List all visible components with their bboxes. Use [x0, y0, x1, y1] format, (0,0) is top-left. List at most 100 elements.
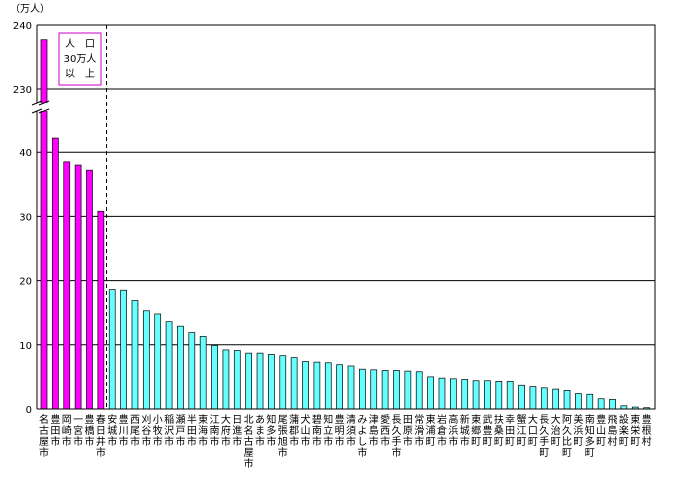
x-category-label: 豊山町: [596, 413, 606, 448]
x-category-labels: 名古屋市豊田市岡崎市一宮市豊橋市春日井市安城市豊川市西尾市刈谷市小牧市稲沢市瀬戸…: [39, 413, 652, 470]
x-category-label: 愛西市: [380, 413, 390, 448]
bar: [256, 352, 264, 410]
bar: [359, 368, 366, 410]
bar: [529, 386, 537, 410]
bar: [188, 332, 196, 410]
x-category-label: 常滑市: [414, 413, 424, 448]
x-category-label: 大府市: [221, 413, 231, 448]
bar: [404, 370, 412, 410]
bar: [506, 381, 514, 410]
x-category-label: 名古屋市: [39, 413, 49, 459]
x-category-label: 田原市: [403, 415, 413, 448]
bar: [211, 345, 218, 410]
plot-frame: [37, 24, 656, 410]
x-category-label: 豊明市: [335, 413, 345, 448]
bar: [597, 398, 605, 410]
bar: [74, 164, 82, 410]
x-category-label: 美浜町: [573, 413, 583, 448]
x-category-label: 知多市: [266, 413, 276, 448]
bar: [495, 381, 503, 410]
y-tick-label: 240: [13, 21, 32, 32]
x-category-label: 設楽町: [619, 413, 629, 448]
bar-break-mark: [38, 100, 50, 106]
bar: [449, 378, 457, 410]
x-category-label: 北名古屋市: [244, 414, 254, 470]
bar: [484, 380, 491, 410]
bar: [279, 355, 287, 410]
x-category-label: 大口町: [528, 413, 538, 448]
x-category-label: みよし市: [357, 415, 367, 459]
bar: [290, 357, 298, 410]
x-category-label: 豊橋市: [84, 413, 94, 448]
x-category-label: 豊田市: [50, 413, 60, 448]
bar: [540, 387, 548, 410]
bar: [63, 161, 71, 410]
bar: [86, 169, 93, 410]
bar: [40, 39, 48, 410]
bar: [313, 361, 321, 410]
x-category-label: 岡崎市: [62, 414, 72, 448]
x-category-label: 日進市: [232, 415, 242, 448]
bar: [97, 210, 105, 410]
axes: [31, 24, 656, 410]
bar-break-mark: [38, 108, 50, 114]
x-category-label: 春日井市: [96, 414, 106, 459]
bar: [609, 399, 616, 410]
axis-break-mark: [31, 100, 43, 106]
bar: [165, 321, 173, 410]
bar: [199, 336, 207, 410]
bar: [518, 384, 525, 410]
bar: [427, 376, 434, 410]
bar: [154, 313, 162, 410]
x-category-label: 半田市: [187, 413, 197, 448]
bar: [461, 379, 469, 410]
annotation-line: 人 口: [65, 38, 95, 50]
x-category-label: 東郷町: [471, 413, 481, 448]
y-tick-label: 10: [19, 341, 32, 352]
x-category-label: 蟹江町: [517, 413, 527, 448]
x-category-label: 豊根村: [642, 413, 652, 448]
x-category-label: 東栄町: [630, 413, 640, 448]
bar: [142, 310, 150, 410]
axis-break-mark: [31, 108, 43, 114]
y-tick-label: 20: [19, 277, 32, 288]
x-category-label: 飛島村: [608, 414, 618, 448]
bar: [586, 393, 594, 410]
x-category-label: 長久手市: [391, 414, 401, 459]
y-tick-label: 40: [19, 148, 32, 159]
y-tick-label: 0: [26, 405, 32, 416]
bar: [302, 361, 309, 410]
x-category-label: 瀬戸市: [175, 414, 185, 448]
bar: [415, 371, 423, 410]
x-category-label: 刈谷市: [141, 413, 151, 448]
bar: [347, 365, 355, 410]
x-category-label: 高浜市: [448, 413, 458, 448]
bar: [438, 377, 446, 410]
x-category-label: 津島市: [369, 414, 379, 448]
bar-break-band: [39, 103, 49, 111]
bar: [472, 380, 480, 410]
x-category-label: 蒲郡市: [289, 413, 299, 448]
bar: [222, 349, 230, 410]
x-category-label: 阿久比町: [562, 414, 572, 459]
bar: [177, 325, 184, 410]
annotation-line: 以 上: [65, 68, 95, 80]
x-category-label: 稲沢市: [164, 414, 174, 448]
x-category-label: あま市: [255, 414, 265, 448]
x-category-label: 扶桑町: [494, 413, 504, 448]
x-category-label: 大治町: [551, 413, 561, 448]
x-category-label: 新城市: [460, 413, 470, 448]
x-category-label: 尾張旭市: [278, 414, 288, 459]
annotation-line: 30万人: [64, 53, 97, 65]
x-category-label: 武豊町: [482, 413, 492, 448]
bar: [52, 137, 59, 410]
x-category-label: 小牧市: [153, 414, 163, 448]
x-category-label: 碧南市: [312, 414, 322, 448]
y-tick-label: 30: [19, 212, 32, 223]
bar: [268, 354, 275, 410]
grid-lines: [37, 24, 655, 346]
bar: [336, 364, 343, 410]
bar: [245, 352, 253, 410]
x-category-label: 幸田町: [505, 414, 515, 448]
